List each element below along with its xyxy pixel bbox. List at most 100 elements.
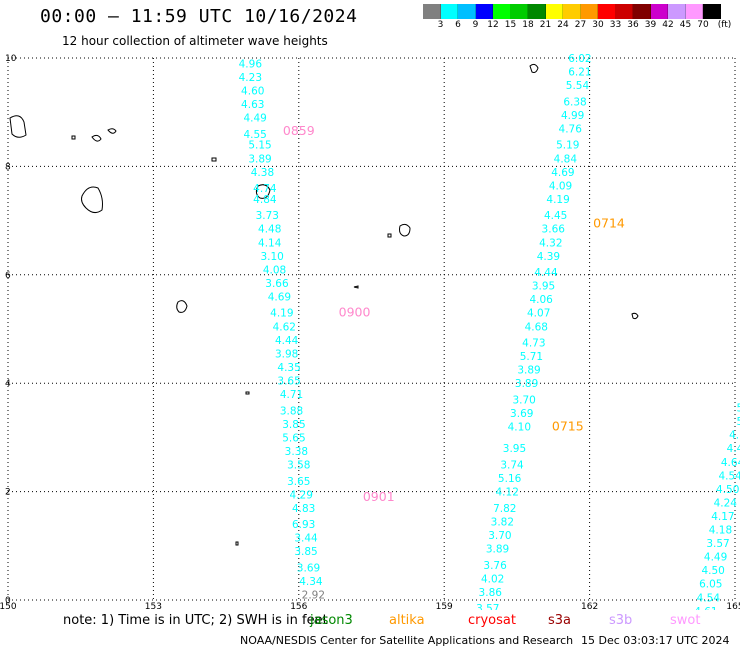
wave-height-value: 4.84 — [253, 194, 277, 206]
wave-height-value: 4.54 — [718, 470, 740, 482]
y-tick-label: 6 — [5, 271, 11, 281]
map-subtitle: 12 hour collection of altimeter wave hei… — [62, 34, 328, 48]
legend-swatch — [458, 4, 476, 19]
wave-height-value: 4.69 — [268, 291, 291, 303]
legend-label: 21 — [539, 20, 552, 30]
wave-height-value: 3.86 — [479, 587, 503, 599]
pass-time-labels: 08590900090109020714071507160842 — [283, 123, 625, 504]
coastlines — [9, 63, 639, 546]
island-shape — [255, 184, 271, 199]
legend-label: 45 — [679, 20, 692, 30]
legend-unit: (ft) — [717, 20, 732, 30]
wave-height-value: 4.18 — [709, 525, 732, 537]
island-shape — [387, 233, 392, 238]
legend-swatch — [510, 4, 528, 19]
y-tick-label: 0 — [5, 596, 11, 606]
wave-height-value: 3.89 — [517, 365, 540, 377]
wave-height-value: 3.69 — [510, 408, 533, 420]
legend-swatch — [423, 4, 441, 19]
wave-height-value: 6.05 — [699, 579, 722, 591]
wave-height-value: 4.39 — [537, 251, 560, 263]
legend-swatch — [493, 4, 511, 19]
wave-height-value: 3.76 — [483, 560, 507, 572]
wave-height-value: 3.85 — [294, 546, 317, 558]
legend-swatch — [475, 4, 493, 19]
wave-height-value: 4.08 — [263, 264, 286, 276]
wave-height-value: 3.38 — [285, 446, 308, 458]
legend-label: 9 — [472, 20, 479, 30]
wave-height-value: 4.73 — [522, 338, 545, 350]
legend-swatch — [685, 4, 703, 19]
wave-height-value: 3.88 — [280, 405, 303, 417]
wave-height-value: 4.45 — [544, 210, 567, 222]
wave-height-value: 6.38 — [563, 96, 586, 108]
wave-height-value: 3.58 — [287, 460, 310, 472]
legend-swatch — [440, 4, 458, 19]
x-tick-label: 162 — [581, 602, 598, 610]
legend-label: 42 — [662, 20, 674, 30]
wave-height-value: 4.14 — [258, 237, 282, 249]
y-tick-label: 8 — [5, 162, 11, 172]
y-tick-label: 4 — [5, 379, 11, 389]
wave-height-value: 4.17 — [711, 511, 734, 523]
y-tick-label: 2 — [5, 488, 11, 498]
legend-swatch — [668, 4, 686, 19]
wave-height-value: 3.44 — [294, 533, 318, 545]
color-legend-labels: 3 6 9 12 15 18 21 24 27 30 33 36 39 42 45 70 (ft) — [423, 20, 740, 32]
wave-height-value: 4.44 — [275, 335, 299, 347]
wave-height-map: 1501531561591621650246810 4.964.234.604.… — [0, 53, 740, 610]
wave-height-value: 4.49 — [243, 113, 266, 125]
wave-height-value: 4.23 — [239, 72, 262, 84]
wave-height-value: 4.96 — [239, 58, 263, 70]
wave-height-value: 4.63 — [241, 99, 264, 111]
satellite-s3a: s3a — [548, 613, 572, 628]
y-tick-label: 10 — [5, 54, 17, 64]
island-shape — [353, 285, 359, 289]
x-tick-label: 165 — [726, 602, 740, 610]
legend-swatch — [528, 4, 546, 19]
wave-height-value: 4.54 — [697, 592, 721, 604]
wave-height-value: 7.82 — [493, 503, 516, 515]
altimeter-tracks: 4.964.234.604.634.494.555.153.894.384.74… — [239, 53, 740, 610]
satellite-altika: altika — [389, 613, 425, 628]
legend-label: 30 — [592, 20, 604, 30]
satellite-jason3: jason3 — [310, 613, 353, 628]
island-shape — [211, 157, 217, 162]
wave-height-value: 4.34 — [299, 576, 323, 588]
wave-height-value: 4.19 — [270, 308, 293, 320]
legend-label: 39 — [644, 20, 657, 30]
wave-height-value: 4.06 — [529, 294, 553, 306]
wave-height-value: 3.65 — [287, 476, 310, 488]
wave-height-value: 4.32 — [539, 237, 562, 249]
wave-height-value: 3.70 — [512, 394, 535, 406]
island-shape — [91, 134, 102, 142]
wave-height-value: 3.98 — [275, 348, 298, 360]
wave-height-value: 5.65 — [282, 432, 305, 444]
x-tick-label: 153 — [145, 602, 162, 610]
wave-height-value: 3.89 — [486, 544, 509, 556]
wave-height-value: 5 — [737, 416, 740, 428]
wave-height-value: 4.44 — [534, 267, 558, 279]
satellite-cryosat: cryosat — [468, 613, 516, 628]
wave-height-value: 3.73 — [256, 210, 279, 222]
wave-height-value: 3.66 — [265, 278, 289, 290]
wave-height-value: 5.15 — [248, 140, 271, 152]
wave-height-value: 4.69 — [551, 167, 574, 179]
satellite-swot: swot — [670, 613, 701, 628]
wave-height-value: 3.95 — [503, 443, 526, 455]
wave-height-value: 6.02 — [568, 53, 591, 65]
wave-height-value: 4.12 — [496, 487, 519, 499]
footnote: note: 1) Time is in UTC; 2) SWH is in fe… — [63, 613, 328, 628]
wave-height-value: 4.76 — [559, 123, 583, 135]
legend-label: 33 — [609, 20, 622, 30]
wave-height-value: 4.62 — [273, 321, 296, 333]
island-shape — [399, 223, 411, 237]
island-shape — [81, 186, 103, 214]
wave-height-value: 3.89 — [515, 378, 538, 390]
wave-height-value: 3.57 — [476, 603, 499, 610]
wave-height-value: 4.02 — [481, 573, 504, 585]
wave-height-value: 4.24 — [714, 497, 738, 509]
wave-height-value: 4.4 — [727, 443, 740, 455]
legend-swatch — [563, 4, 581, 19]
wave-height-value: 4.49 — [704, 552, 727, 564]
